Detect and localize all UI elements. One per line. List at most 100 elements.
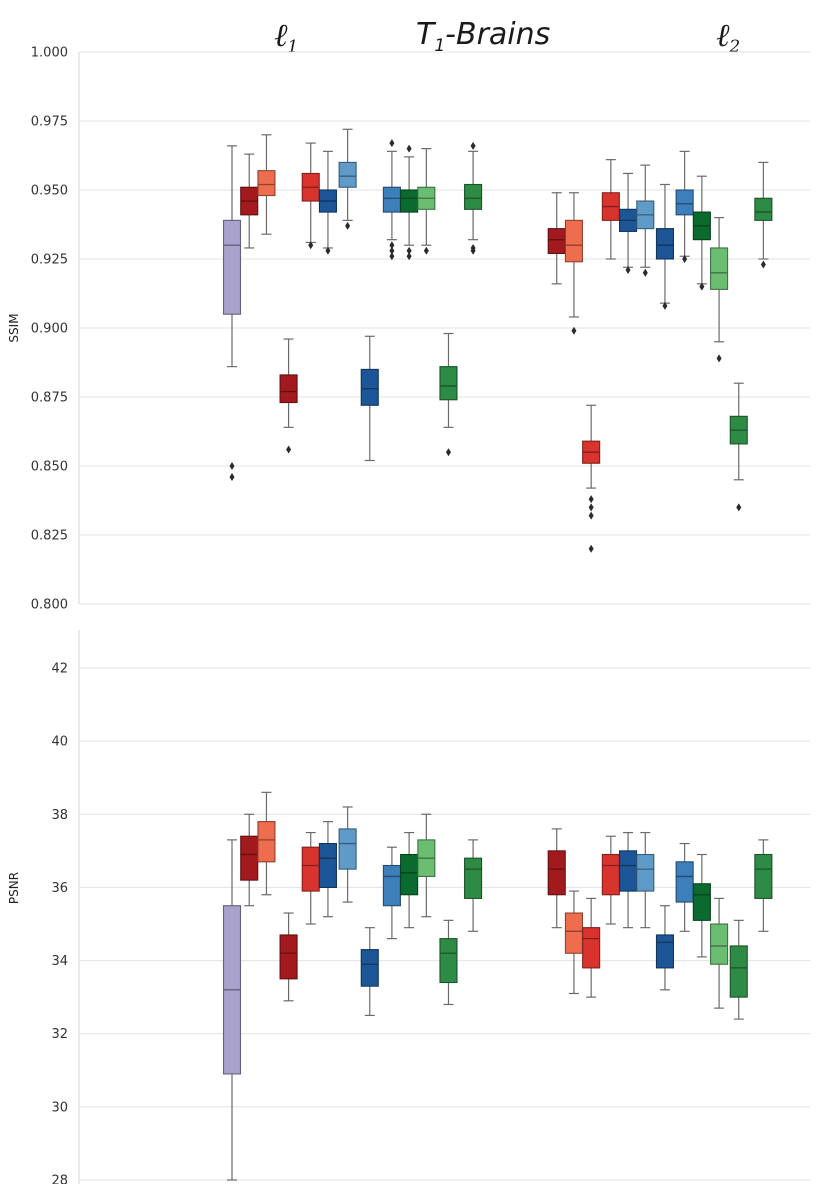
group-label-l1-base: ℓ (274, 16, 288, 54)
outlier-point (308, 241, 314, 250)
outlier-point (470, 246, 476, 255)
ssim-ticks: 0.800 0.825 0.850 0.875 0.900 0.925 0.950 0.975… (31, 46, 68, 613)
psnr-boxes (222, 791, 773, 1181)
group-label-l2-sub: 2 (728, 37, 740, 57)
psnr-box-10 (400, 831, 419, 929)
box-iqr (279, 934, 298, 980)
group-label-l2: ℓ2 (716, 16, 740, 57)
box-iqr (619, 850, 638, 892)
box-iqr (400, 853, 419, 896)
psnr-ytick-label: 34 (51, 954, 68, 969)
outlier-point (571, 326, 577, 335)
ssim-ytick-label: 0.875 (31, 391, 68, 406)
box-iqr (301, 846, 320, 892)
psnr-box-3 (257, 791, 276, 896)
psnr-ylabel: PSNR (7, 872, 21, 904)
ssim-ytick-label: 0.825 (31, 529, 68, 544)
psnr-box-14 (547, 828, 566, 929)
psnr-panel: PSNR 28 30 32 34 36 38 40 42 (7, 630, 810, 1184)
ssim-ytick-label: 0.925 (31, 253, 68, 268)
ssim-box-16 (582, 404, 601, 553)
box-iqr (655, 228, 675, 260)
outlier-point (406, 252, 412, 261)
psnr-box-17 (601, 835, 620, 925)
box-iqr (338, 828, 357, 870)
outlier-point (286, 445, 292, 454)
outlier-point (389, 139, 395, 148)
box-iqr (257, 821, 276, 863)
psnr-box-16 (582, 897, 601, 998)
outlier-point (699, 282, 705, 291)
box-iqr (710, 247, 729, 290)
box-iqr (636, 853, 655, 892)
outlier-point (389, 246, 395, 255)
ssim-box-12 (439, 332, 458, 457)
ssim-box-10 (400, 144, 419, 261)
box-iqr (582, 927, 601, 969)
ssim-box-11 (417, 148, 436, 255)
ssim-box-22 (692, 175, 711, 291)
psnr-ytick-label: 28 (51, 1174, 68, 1184)
ssim-box-1 (222, 145, 242, 482)
box-iqr (439, 938, 458, 984)
figure-title-rest: -Brains (445, 17, 550, 52)
box-iqr (318, 842, 337, 888)
outlier-point (588, 495, 594, 504)
psnr-box-12 (439, 919, 458, 1006)
figure-title-main: T (416, 17, 437, 52)
ssim-box-13 (464, 141, 483, 255)
psnr-box-11 (417, 813, 436, 918)
ssim-ytick-label: 0.850 (31, 460, 68, 475)
psnr-grid (79, 667, 810, 1181)
ssim-box-15 (564, 192, 583, 335)
ssim-box-23 (710, 217, 729, 363)
outlier-point (423, 246, 429, 255)
box-iqr (692, 883, 711, 921)
outlier-point (389, 252, 395, 261)
psnr-box-8 (360, 927, 379, 1017)
box-iqr (222, 219, 242, 315)
psnr-box-25 (754, 839, 773, 932)
box-iqr (240, 835, 259, 881)
outlier-point (588, 511, 594, 520)
box-iqr (338, 161, 357, 188)
group-label-l1-sub: 1 (287, 37, 298, 57)
psnr-box-19 (636, 831, 655, 929)
ssim-box-7 (338, 128, 357, 230)
ssim-boxes (222, 128, 773, 553)
psnr-ytick-label: 30 (51, 1100, 68, 1115)
ssim-box-20 (655, 183, 675, 310)
psnr-ytick-label: 42 (51, 662, 68, 677)
figure-title: T1-Brains (416, 17, 550, 56)
psnr-box-22 (692, 853, 711, 958)
psnr-ytick-label: 40 (51, 735, 68, 750)
outlier-point (588, 503, 594, 512)
ssim-box-18 (619, 172, 638, 275)
outlier-point (716, 354, 722, 363)
box-iqr (655, 934, 675, 969)
psnr-ytick-label: 32 (51, 1027, 68, 1042)
outlier-point (389, 241, 395, 250)
outlier-point (406, 246, 412, 255)
ssim-box-9 (382, 139, 401, 261)
psnr-box-7 (338, 806, 357, 903)
ssim-box-8 (360, 335, 379, 462)
ssim-ytick-label: 0.950 (31, 184, 68, 199)
box-iqr (547, 228, 566, 255)
box-iqr (464, 857, 483, 899)
box-iqr (564, 219, 583, 263)
ssim-box-19 (636, 164, 655, 277)
psnr-box-9 (382, 846, 401, 940)
outlier-point (642, 268, 648, 277)
outlier-point (736, 503, 742, 512)
ssim-box-14 (547, 192, 566, 285)
box-iqr (601, 853, 620, 896)
outlier-point (229, 473, 235, 482)
psnr-box-24 (729, 919, 748, 1020)
outlier-point (625, 266, 631, 275)
psnr-box-21 (675, 842, 694, 932)
outlier-point (588, 544, 594, 553)
psnr-box-4 (279, 912, 298, 1002)
psnr-box-5 (301, 831, 320, 925)
